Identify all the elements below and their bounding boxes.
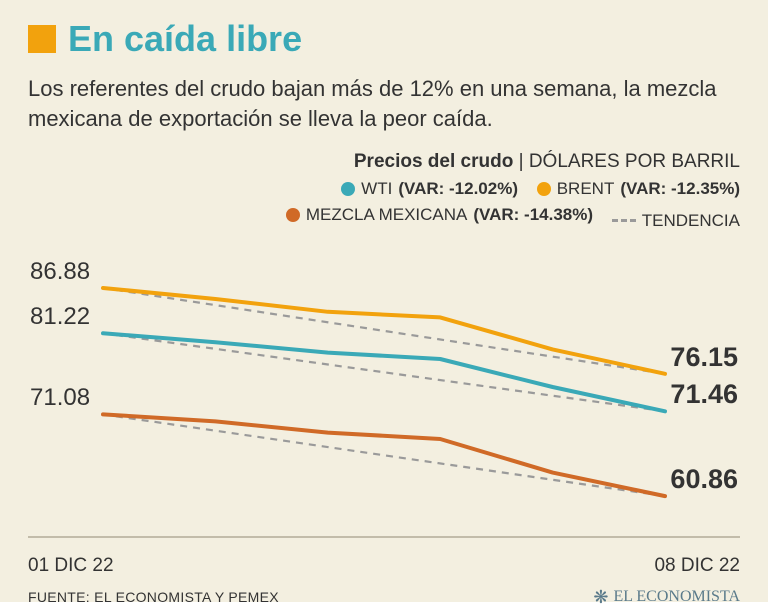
legend-var: (VAR: -12.02%) [398,179,518,199]
legend-unit: DÓLARES POR BARRIL [529,151,740,172]
chart-container: En caída libre Los referentes del crudo … [0,0,768,602]
chart-title: En caída libre [68,18,302,60]
footer: FUENTE: EL ECONOMISTA Y PEMEX ❋ EL ECONO… [28,587,740,608]
legend-sep: | [513,151,529,172]
legend-title: Precios del crudo | DÓLARES POR BARRIL [28,151,740,173]
chart-subtitle: Los referentes del crudo bajan más de 12… [28,74,740,133]
x-start-label: 01 DIC 22 [28,555,114,577]
plot-area: 81.22 86.88 71.08 71.46 76.15 60.86 [28,239,740,549]
source-text: FUENTE: EL ECONOMISTA Y PEMEX [28,589,279,605]
brand-text: EL ECONOMISTA [613,588,740,606]
legend-item-mezcla: MEZCLA MEXICANA (VAR: -14.38%) [286,205,593,225]
line-chart-svg [28,239,740,549]
title-marker [28,25,56,53]
x-axis: 01 DIC 22 08 DIC 22 [28,555,740,577]
legend-name: BRENT [557,179,615,199]
start-value-label: 86.88 [30,258,90,286]
brand: ❋ EL ECONOMISTA [593,587,740,608]
dash-icon [612,219,636,222]
title-row: En caída libre [28,18,740,60]
brand-icon: ❋ [593,587,608,608]
dot-icon [341,182,355,196]
start-value-label: 71.08 [30,384,90,412]
legend-title-bold: Precios del crudo [354,151,513,172]
legend-row-2: MEZCLA MEXICANA (VAR: -14.38%) TENDENCIA [28,205,740,231]
legend-row-1: WTI (VAR: -12.02%) BRENT (VAR: -12.35%) [28,179,740,201]
end-value-label: 60.86 [670,464,738,495]
legend-item-brent: BRENT (VAR: -12.35%) [537,179,740,199]
end-value-label: 71.46 [670,379,738,410]
start-value-label: 81.22 [30,303,90,331]
legend-name: MEZCLA MEXICANA [306,205,468,225]
legend-var: (VAR: -14.38%) [473,205,593,225]
dot-icon [537,182,551,196]
legend-item-trend: TENDENCIA [612,211,740,231]
end-value-label: 76.15 [670,342,738,373]
legend-var: (VAR: -12.35%) [620,179,740,199]
legend-item-wti: WTI (VAR: -12.02%) [341,179,518,199]
legend-trend-label: TENDENCIA [642,211,740,231]
x-end-label: 08 DIC 22 [654,555,740,577]
legend-name: WTI [361,179,392,199]
dot-icon [286,208,300,222]
legend: Precios del crudo | DÓLARES POR BARRIL W… [28,151,740,231]
